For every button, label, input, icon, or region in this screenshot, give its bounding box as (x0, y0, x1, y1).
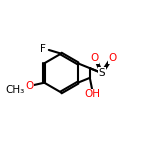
Text: OH: OH (85, 89, 101, 99)
Text: CH₃: CH₃ (6, 85, 25, 95)
Text: F: F (40, 44, 46, 54)
Text: O: O (90, 53, 98, 63)
Text: S: S (98, 68, 105, 78)
Text: O: O (25, 81, 33, 91)
Text: O: O (108, 53, 116, 63)
